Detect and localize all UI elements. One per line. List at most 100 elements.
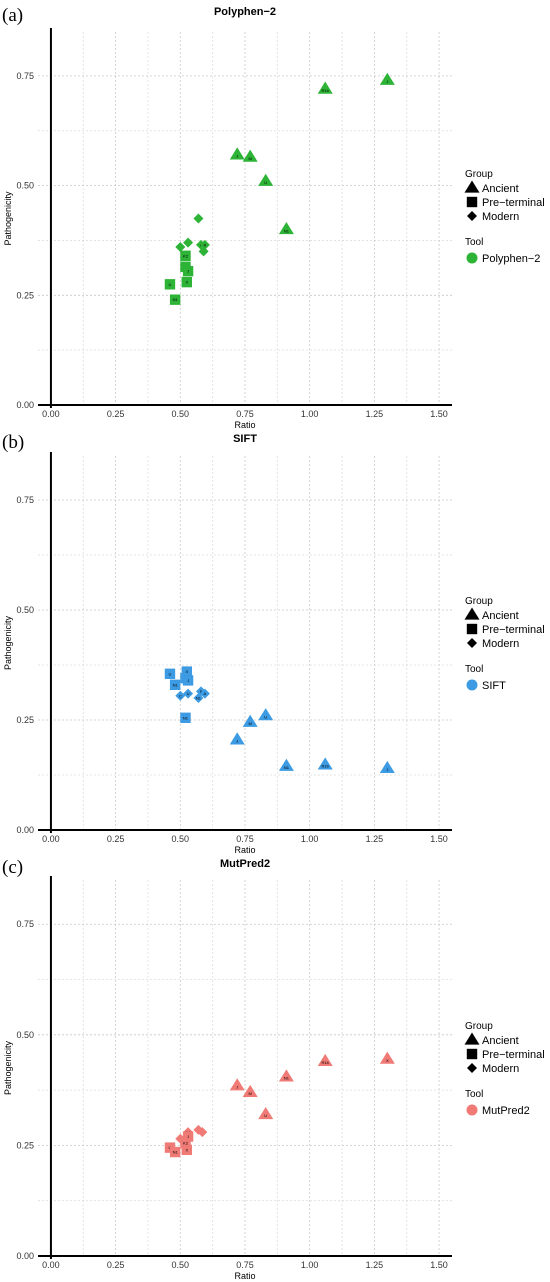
x-tick-label: 1.25: [366, 409, 384, 419]
data-point-label: J: [236, 1084, 238, 1089]
legend-key-modern: [467, 211, 477, 221]
legend-group-title: Group: [465, 1021, 493, 1032]
x-axis-title: Ratio: [234, 420, 255, 430]
data-point-ancient: [317, 1053, 333, 1067]
scatter-points: XR1bN1JMUN1K2JUXN1: [164, 1051, 395, 1158]
y-tick-label: 0.75: [16, 71, 34, 81]
data-point-label: J: [236, 739, 238, 744]
data-point-label: J: [187, 1134, 189, 1139]
y-tick-label: 0.50: [16, 181, 34, 191]
x-tick-label: 1.25: [366, 834, 384, 844]
x-tick-label: 0.75: [236, 1260, 254, 1270]
data-point-ancient: [278, 758, 294, 771]
legend-group-label: Modern: [482, 638, 519, 650]
y-tick-label: 0.00: [16, 1251, 34, 1261]
legend-tool-title: Tool: [465, 1089, 483, 1100]
data-point-ancient: [242, 1084, 258, 1097]
data-point-ancient: [258, 1106, 274, 1120]
data-point-preterminal: [181, 1144, 192, 1156]
y-tick-label: 0.25: [16, 1140, 34, 1150]
legend-key-ancient: [464, 180, 480, 193]
data-point-modern: [183, 237, 194, 248]
x-tick-label: 0.50: [172, 409, 190, 419]
data-point-preterminal: [182, 1131, 194, 1142]
legend-tool-title: Tool: [465, 237, 483, 248]
data-point-ancient: [242, 149, 258, 162]
data-point-preterminal: [169, 1146, 181, 1158]
data-point-ancient: [229, 1078, 245, 1091]
data-point-modern: [198, 246, 209, 257]
data-point-label: X: [386, 1058, 389, 1063]
data-point-ancient: [379, 1051, 395, 1064]
data-point-modern: [193, 213, 204, 224]
data-point-label: U: [264, 180, 267, 185]
x-tick-label: 0.75: [236, 834, 254, 844]
panel-letter: (b): [2, 432, 24, 453]
data-point-label: N1: [173, 297, 179, 302]
x-axis-title: Ratio: [234, 1271, 255, 1281]
data-point-ancient: [229, 147, 245, 160]
x-tick-label: 0.25: [107, 409, 125, 419]
y-axis-title: Pathogenicity: [3, 1040, 13, 1095]
data-point-label: F: [200, 689, 203, 694]
x-tick-label: 1.50: [430, 1260, 448, 1270]
x-tick-label: 0.50: [172, 834, 190, 844]
data-point-label: U: [169, 671, 172, 676]
data-point-modern: [193, 693, 204, 703]
data-point-modern: [197, 1127, 208, 1138]
data-point-label: J: [386, 767, 388, 772]
data-point-preterminal: [182, 675, 194, 686]
x-tick-label: 1.00: [301, 834, 319, 844]
legend-group-label: Ancient: [482, 183, 519, 195]
y-tick-label: 0.50: [16, 605, 34, 615]
data-point-label: U: [169, 282, 172, 287]
data-point-label: M: [249, 721, 252, 726]
data-point-label: C: [179, 693, 182, 698]
x-tick-label: 0.00: [42, 409, 60, 419]
y-tick-label: 0.75: [16, 919, 34, 929]
data-point-label: N1: [196, 696, 202, 701]
data-point-label: J: [187, 678, 189, 683]
data-point-ancient: [278, 221, 294, 235]
data-point-label: N1: [284, 765, 290, 770]
y-tick-label: 0.00: [16, 400, 34, 410]
scatter-points: JR1bJMUN1FRK2N1JXUN1: [164, 72, 395, 305]
data-point-ancient: [258, 708, 274, 721]
legend-key-preterminal: [466, 196, 478, 208]
legend-tool-label: MutPred2: [482, 1105, 530, 1117]
data-point-ancient: [317, 81, 333, 94]
data-point-preterminal: [164, 279, 176, 290]
data-point-label: R1b: [322, 764, 330, 769]
y-tick-label: 0.25: [16, 715, 34, 725]
legend-group-label: Pre−terminal: [482, 624, 545, 636]
data-point-modern: [175, 242, 186, 253]
data-point-label: J: [386, 79, 388, 84]
data-point-preterminal: [180, 712, 191, 723]
data-point-preterminal: [180, 250, 191, 261]
legend: Group Ancient Pre−terminal Modern Tool Polyph…: [464, 169, 545, 265]
y-tick-label: 0.50: [16, 1030, 34, 1040]
legend-group-label: Ancient: [482, 1035, 519, 1047]
legend-group-title: Group: [465, 596, 493, 607]
y-tick-label: 0.00: [16, 825, 34, 835]
data-point-label: M: [249, 1091, 252, 1096]
data-point-modern: [175, 690, 186, 701]
x-tick-label: 0.50: [172, 1260, 190, 1270]
data-point-label: A: [204, 691, 207, 696]
data-point-ancient: [317, 757, 333, 770]
data-point-ancient: [379, 760, 395, 774]
x-axis-title: Ratio: [234, 845, 255, 855]
data-point-ancient: [229, 732, 245, 745]
legend-tool-label: Polyphen−2: [482, 253, 540, 265]
x-tick-label: 1.50: [430, 409, 448, 419]
data-point-label: J: [187, 269, 189, 274]
x-tick-label: 0.00: [42, 834, 60, 844]
legend: Group Ancient Pre−terminal Modern Tool MutPre…: [464, 1021, 545, 1117]
x-tick-label: 0.25: [107, 1260, 125, 1270]
data-point-preterminal: [181, 276, 192, 288]
data-point-label: N1: [284, 228, 290, 233]
legend-key-ancient: [464, 1032, 480, 1045]
data-point-preterminal: [182, 265, 194, 277]
data-point-label: M: [249, 156, 252, 161]
